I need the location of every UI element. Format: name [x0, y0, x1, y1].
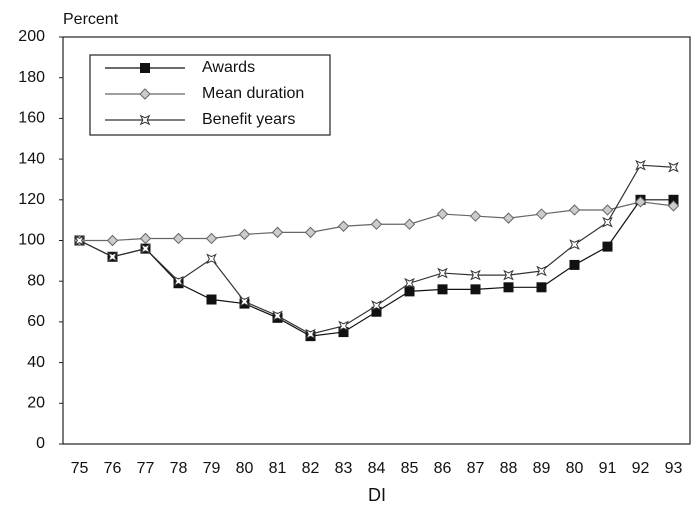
data-point	[305, 328, 316, 340]
y-tick-label: 20	[27, 395, 45, 412]
y-tick-label: 80	[27, 272, 45, 289]
x-tick-label: 76	[104, 460, 122, 477]
x-axis-title: DI	[368, 485, 386, 505]
data-point	[239, 296, 250, 307]
x-tick-label: 77	[137, 460, 155, 477]
data-point	[535, 208, 548, 220]
data-point	[536, 265, 547, 277]
data-point	[437, 267, 448, 279]
data-point	[172, 232, 185, 245]
data-point	[470, 284, 481, 295]
data-point	[205, 232, 218, 245]
x-tick-label: 79	[203, 460, 221, 477]
x-tick-label: 93	[665, 460, 683, 477]
data-point	[469, 210, 482, 222]
y-tick-label: 120	[18, 191, 45, 208]
data-point	[304, 226, 317, 239]
legend-label: Mean duration	[202, 85, 304, 102]
data-point	[436, 208, 449, 220]
x-tick-label: 81	[269, 460, 287, 477]
data-point	[272, 310, 283, 322]
data-point	[404, 277, 415, 289]
x-tick-label: 89	[533, 460, 551, 477]
data-point	[338, 320, 349, 332]
data-point	[602, 216, 613, 228]
data-point	[106, 234, 119, 247]
x-tick-label: 88	[500, 460, 518, 477]
data-point	[271, 226, 284, 239]
legend-label: Benefit years	[202, 111, 295, 128]
y-tick-label: 140	[18, 150, 45, 167]
y-tick-label: 60	[27, 313, 45, 330]
data-point	[437, 284, 448, 295]
data-point	[206, 294, 217, 305]
data-point	[337, 220, 350, 232]
data-point	[371, 300, 382, 311]
data-point	[107, 251, 118, 263]
x-tick-label: 84	[368, 460, 386, 477]
data-point	[503, 282, 514, 293]
data-point	[338, 327, 349, 338]
x-tick-label: 91	[599, 460, 617, 477]
x-tick-label: 75	[71, 460, 89, 477]
data-point	[668, 161, 679, 173]
data-point	[601, 204, 614, 216]
x-tick-label: 87	[467, 460, 485, 477]
data-point	[173, 275, 184, 287]
y-tick-label: 100	[18, 232, 45, 249]
y-tick-label: 160	[18, 110, 45, 127]
x-tick-label: 86	[434, 460, 452, 477]
data-point	[404, 286, 415, 297]
x-tick-label: 92	[632, 460, 650, 477]
x-tick-label: 85	[401, 460, 419, 477]
x-tick-label: 82	[302, 460, 320, 477]
data-point	[635, 159, 646, 171]
data-point	[569, 239, 580, 250]
data-point	[206, 253, 217, 265]
x-tick-label: 80	[236, 460, 254, 477]
y-tick-label: 180	[18, 69, 45, 86]
data-point	[371, 306, 382, 317]
data-point	[568, 204, 581, 216]
y-axis-title: Percent	[63, 11, 119, 28]
y-tick-label: 200	[18, 28, 45, 45]
data-point	[667, 200, 680, 212]
data-point	[140, 243, 151, 254]
x-tick-label: 78	[170, 460, 188, 477]
y-tick-label: 0	[36, 435, 45, 452]
data-point	[503, 269, 514, 281]
legend-marker	[139, 114, 151, 126]
x-tick-label: 80	[566, 460, 584, 477]
data-point	[668, 194, 679, 205]
data-point	[238, 228, 251, 241]
data-point	[403, 218, 416, 230]
data-point	[602, 241, 613, 252]
data-point	[536, 282, 547, 293]
data-point	[139, 232, 152, 245]
legend-label: Awards	[202, 59, 255, 76]
data-point	[569, 259, 580, 270]
data-point	[502, 212, 515, 224]
y-tick-label: 40	[27, 354, 45, 371]
x-tick-label: 83	[335, 460, 353, 477]
data-point	[470, 269, 481, 281]
data-point	[370, 218, 383, 230]
data-point	[74, 235, 85, 246]
legend-marker	[140, 63, 150, 73]
legend-marker	[139, 88, 151, 100]
data-point	[634, 196, 647, 208]
